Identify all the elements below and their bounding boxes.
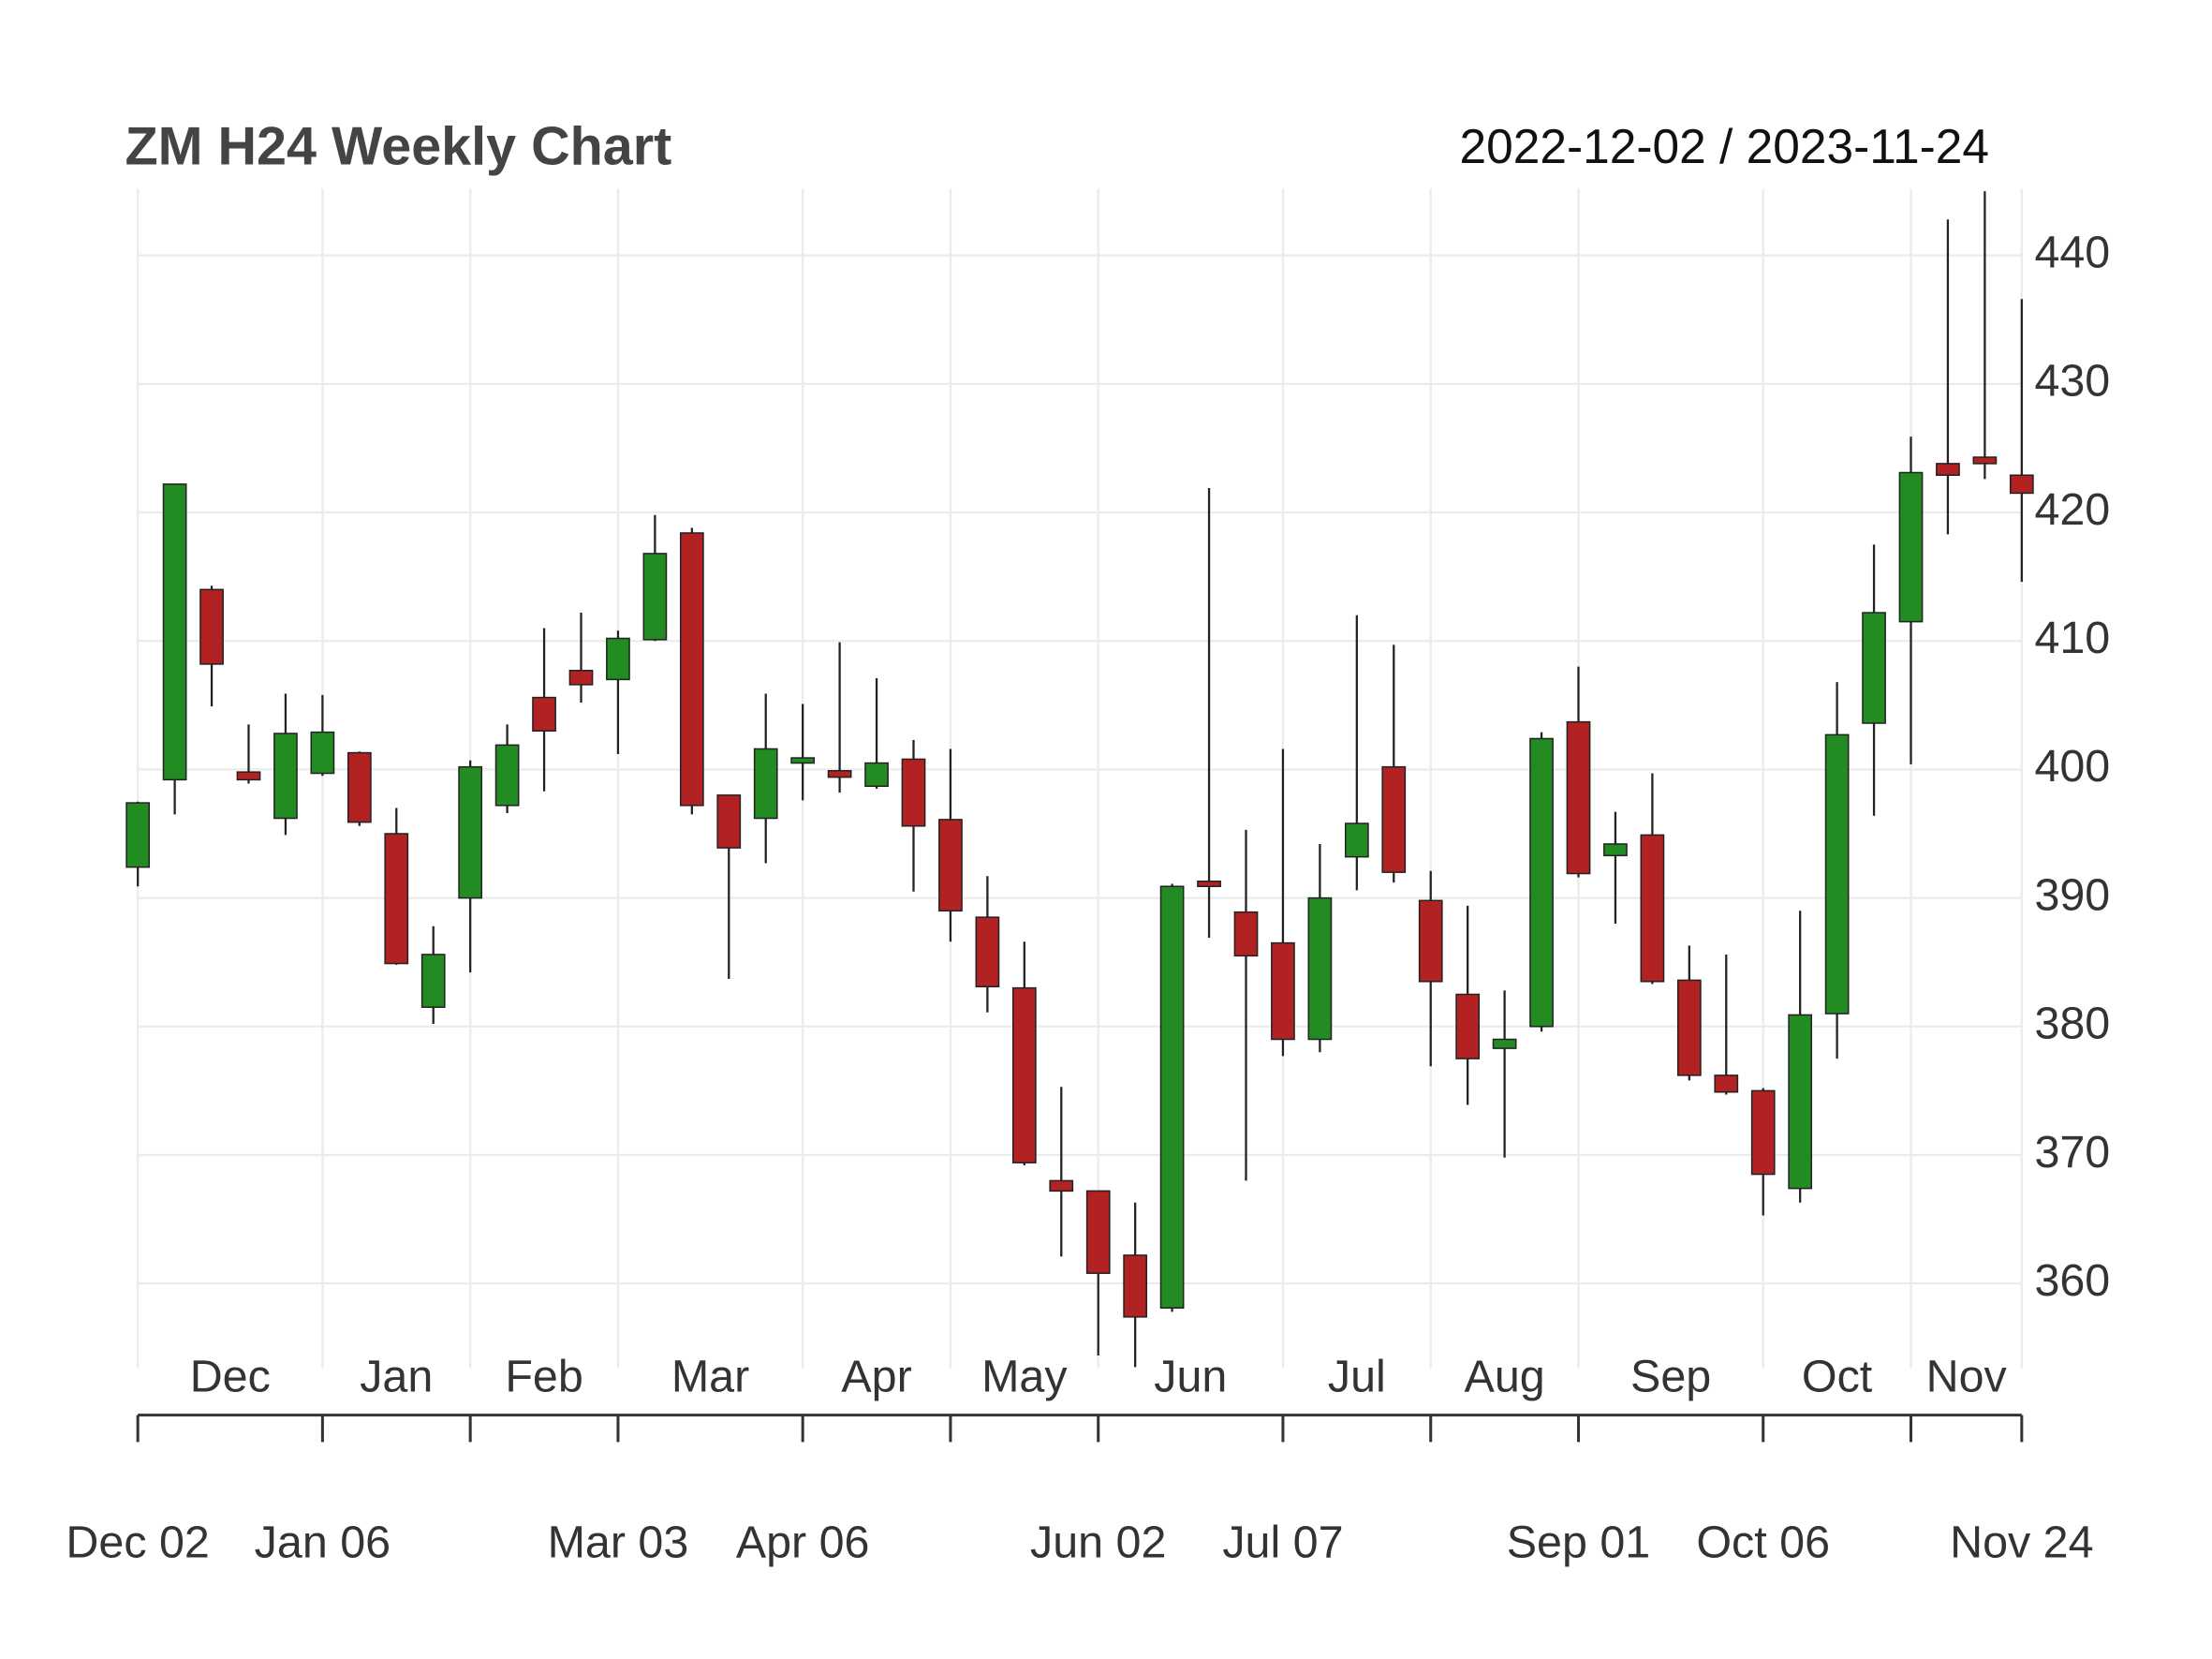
- period-label: Nov: [1926, 1352, 2008, 1402]
- candle-body: [716, 794, 742, 849]
- period-label: Jun: [1154, 1352, 1227, 1402]
- x-tick-label: Nov 24: [1950, 1518, 2093, 1568]
- period-label: Mar: [671, 1352, 749, 1402]
- candle-body: [1492, 1038, 1517, 1049]
- period-label: Sep: [1630, 1352, 1711, 1402]
- candle-body: [1011, 986, 1037, 1163]
- candle-body: [679, 532, 704, 807]
- candle-body: [1972, 456, 1998, 465]
- candle-body: [1862, 612, 1886, 724]
- period-label: Oct: [1802, 1352, 1873, 1402]
- x-tick-label: Oct 06: [1696, 1518, 1830, 1568]
- candle-body: [1676, 979, 1702, 1076]
- period-label: Jan: [360, 1352, 433, 1402]
- candle-body: [347, 751, 372, 823]
- period-label: May: [981, 1352, 1068, 1402]
- period-label: Jul: [1328, 1352, 1386, 1402]
- candle-body: [1271, 941, 1295, 1041]
- candle-body: [458, 765, 483, 899]
- candle-body: [568, 670, 594, 686]
- candle-body: [1197, 881, 1221, 888]
- y-tick-label: 430: [2034, 356, 2110, 407]
- x-tick-label: Jan 06: [255, 1518, 391, 1568]
- x-tick-label: Apr 06: [736, 1518, 870, 1568]
- candle-body: [310, 731, 335, 775]
- candle-body: [125, 802, 151, 868]
- candle-body: [642, 553, 668, 641]
- candle-body: [827, 770, 852, 778]
- y-tick-label: 440: [2034, 227, 2110, 277]
- candle-body: [864, 762, 889, 787]
- y-tick-label: 370: [2034, 1127, 2110, 1178]
- candle-body: [1750, 1089, 1776, 1176]
- candle-body: [420, 954, 446, 1008]
- candle-body: [1381, 765, 1407, 873]
- x-tick-label: Jul 07: [1222, 1518, 1343, 1568]
- y-tick-label: 410: [2034, 613, 2110, 663]
- candle-body: [1085, 1190, 1111, 1274]
- candle-body: [790, 757, 816, 764]
- candle-body: [532, 696, 556, 733]
- y-tick-label: 390: [2034, 869, 2110, 920]
- candle-body: [1233, 911, 1259, 957]
- candle-body: [2009, 474, 2034, 495]
- period-label: Feb: [505, 1352, 582, 1402]
- candle-body: [1824, 733, 1850, 1015]
- candle-body: [1788, 1014, 1813, 1190]
- candle-body: [606, 637, 630, 681]
- candle-body: [273, 733, 298, 820]
- period-label: Dec: [190, 1352, 271, 1402]
- candle-body: [1455, 993, 1481, 1059]
- candle-body: [901, 758, 926, 827]
- candle-body: [1529, 737, 1554, 1028]
- candle-body: [1418, 899, 1443, 983]
- candle-body: [975, 916, 1000, 988]
- candle-body: [1159, 885, 1185, 1309]
- candle-body: [1640, 834, 1665, 983]
- period-label: Apr: [841, 1352, 911, 1402]
- candle-body: [384, 833, 409, 965]
- chart-subtitle: 2022-12-02 / 2023-11-24: [1460, 119, 1989, 173]
- y-tick-label: 360: [2034, 1255, 2110, 1306]
- period-label: Aug: [1465, 1352, 1545, 1402]
- candle-body: [1566, 720, 1591, 875]
- candle-body: [162, 483, 187, 781]
- candle-body: [1714, 1074, 1739, 1093]
- candle-body: [1936, 463, 1960, 477]
- x-tick-label: Sep 01: [1507, 1518, 1650, 1568]
- x-tick-label: Jun 02: [1030, 1518, 1166, 1568]
- x-tick-label: Dec 02: [66, 1518, 209, 1568]
- candle-body: [1049, 1179, 1074, 1192]
- candle-body: [1307, 896, 1333, 1041]
- candle-body: [494, 744, 520, 807]
- x-tick-label: Mar 03: [548, 1518, 689, 1568]
- candle-body: [938, 819, 963, 912]
- candle-body: [1603, 843, 1628, 857]
- candle-body: [1344, 822, 1369, 858]
- candle-body: [1898, 471, 1924, 623]
- y-tick-label: 420: [2034, 484, 2110, 535]
- candle-body: [753, 748, 778, 820]
- chart-title: ZM H24 Weekly Chart: [125, 117, 672, 177]
- candle-body: [1123, 1254, 1148, 1318]
- candle-body: [236, 771, 261, 781]
- y-tick-label: 400: [2034, 741, 2110, 792]
- candle-body: [199, 588, 224, 665]
- y-tick-label: 380: [2034, 999, 2110, 1049]
